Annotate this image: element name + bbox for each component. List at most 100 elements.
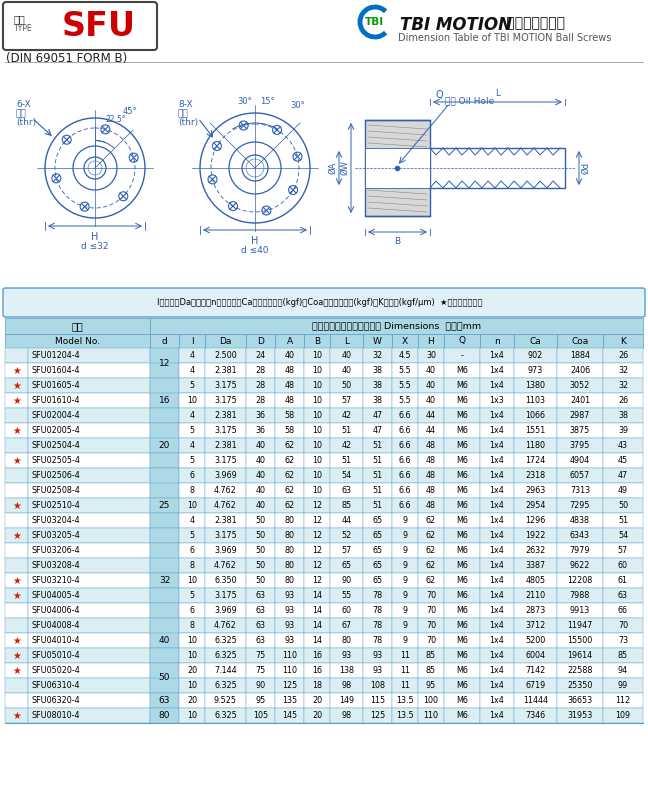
Text: 9: 9 xyxy=(402,606,408,615)
Bar xyxy=(392,378,418,393)
Bar xyxy=(275,588,304,603)
Bar xyxy=(275,513,304,528)
Text: 6004: 6004 xyxy=(526,651,546,660)
Bar xyxy=(480,453,514,468)
Text: 14: 14 xyxy=(312,621,322,630)
Text: 6.6: 6.6 xyxy=(399,486,411,495)
Text: 60: 60 xyxy=(341,606,351,615)
Bar xyxy=(392,438,418,453)
Bar xyxy=(514,528,557,543)
Text: 93: 93 xyxy=(284,591,295,600)
Text: 22588: 22588 xyxy=(567,666,593,675)
Bar xyxy=(150,334,179,348)
Text: 3712: 3712 xyxy=(526,621,546,630)
Text: 85: 85 xyxy=(426,666,436,675)
Text: 16: 16 xyxy=(312,651,322,660)
Text: 10: 10 xyxy=(187,651,197,660)
Text: 4.762: 4.762 xyxy=(214,621,237,630)
Text: 95: 95 xyxy=(426,681,436,690)
Bar xyxy=(392,633,418,648)
Text: 50: 50 xyxy=(255,576,266,585)
Bar xyxy=(363,528,392,543)
Text: M6: M6 xyxy=(456,681,468,690)
Text: 48: 48 xyxy=(284,366,294,375)
Bar xyxy=(557,708,603,723)
Bar xyxy=(392,334,418,348)
Text: M6: M6 xyxy=(456,471,468,480)
Text: 48: 48 xyxy=(426,441,436,450)
Bar xyxy=(480,603,514,618)
Bar xyxy=(304,348,330,363)
Text: 65: 65 xyxy=(373,546,382,555)
Text: 16: 16 xyxy=(312,666,322,675)
Text: 66: 66 xyxy=(618,606,628,615)
Text: 25: 25 xyxy=(159,501,170,510)
Text: 48: 48 xyxy=(426,471,436,480)
Bar xyxy=(150,648,179,663)
Bar xyxy=(205,528,246,543)
Text: 149: 149 xyxy=(339,696,354,705)
Text: 125: 125 xyxy=(370,711,385,720)
Bar xyxy=(275,708,304,723)
Text: 7988: 7988 xyxy=(570,591,590,600)
Text: 80: 80 xyxy=(284,516,294,525)
Text: 14: 14 xyxy=(312,591,322,600)
Text: SFU04010-4: SFU04010-4 xyxy=(31,636,80,645)
Bar xyxy=(444,438,480,453)
Bar xyxy=(179,498,205,513)
Bar xyxy=(179,693,205,708)
Text: 8-X: 8-X xyxy=(178,100,192,109)
Text: 973: 973 xyxy=(528,366,543,375)
Bar xyxy=(179,378,205,393)
Text: SFU04006-4: SFU04006-4 xyxy=(31,606,80,615)
Bar xyxy=(246,588,275,603)
Bar xyxy=(179,618,205,633)
Text: 11: 11 xyxy=(400,681,410,690)
Bar xyxy=(444,693,480,708)
Text: 50: 50 xyxy=(255,516,266,525)
Text: 48: 48 xyxy=(426,456,436,465)
Text: 2.500: 2.500 xyxy=(214,351,237,360)
Text: 40: 40 xyxy=(159,636,170,645)
Text: 10: 10 xyxy=(187,681,197,690)
Text: 9913: 9913 xyxy=(570,606,590,615)
Bar xyxy=(480,528,514,543)
Bar xyxy=(5,648,28,663)
Bar xyxy=(557,393,603,408)
Text: 1x4: 1x4 xyxy=(490,366,504,375)
Text: 94: 94 xyxy=(618,666,628,675)
Bar xyxy=(603,528,643,543)
Bar xyxy=(480,363,514,378)
Text: ★: ★ xyxy=(12,530,21,541)
Bar xyxy=(205,438,246,453)
Text: 62: 62 xyxy=(426,516,436,525)
Bar xyxy=(150,618,179,663)
Text: 40: 40 xyxy=(284,351,294,360)
Text: 7313: 7313 xyxy=(570,486,590,495)
Text: 42: 42 xyxy=(341,441,352,450)
Bar xyxy=(363,573,392,588)
Bar xyxy=(418,483,444,498)
Text: 30: 30 xyxy=(426,351,436,360)
Bar xyxy=(304,603,330,618)
Bar xyxy=(392,663,418,678)
Bar xyxy=(275,633,304,648)
Text: 6.325: 6.325 xyxy=(214,711,237,720)
Bar xyxy=(28,678,150,693)
Text: 14: 14 xyxy=(312,606,322,615)
Bar xyxy=(205,348,246,363)
Text: 80: 80 xyxy=(159,711,170,720)
Text: 1x4: 1x4 xyxy=(490,441,504,450)
Bar xyxy=(28,408,150,423)
Bar xyxy=(275,334,304,348)
Bar xyxy=(304,408,330,423)
Text: 1x4: 1x4 xyxy=(490,621,504,630)
Text: 16: 16 xyxy=(159,396,170,405)
Text: SFU02506-4: SFU02506-4 xyxy=(31,471,80,480)
Text: 4.762: 4.762 xyxy=(214,561,237,570)
Text: M6: M6 xyxy=(456,636,468,645)
Bar xyxy=(330,483,363,498)
Bar xyxy=(28,693,150,708)
Bar xyxy=(514,408,557,423)
Bar xyxy=(444,378,480,393)
